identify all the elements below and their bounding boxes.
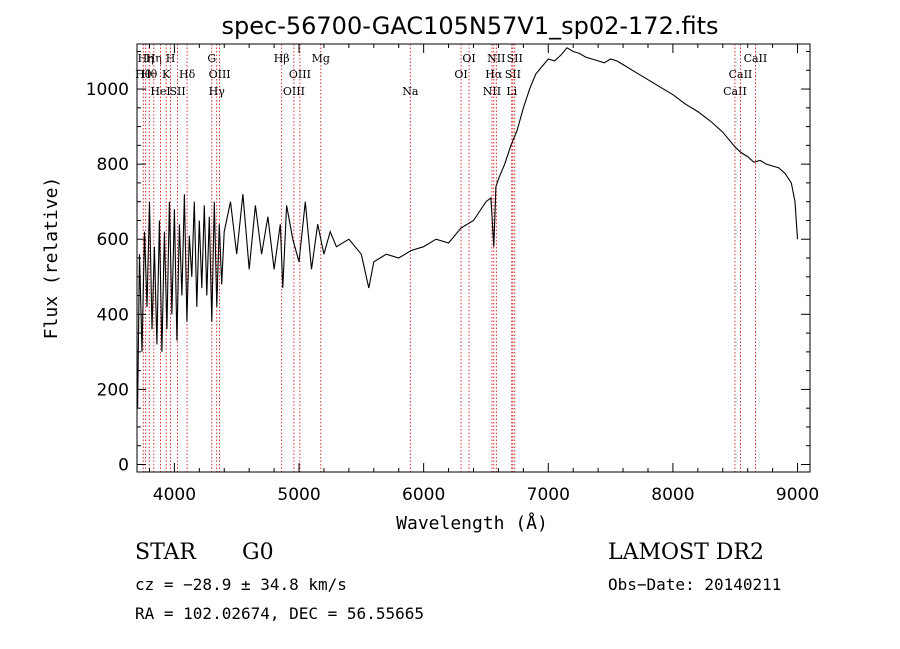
spectral-line-label: CaII [744, 52, 768, 65]
y-tick-label: 600 [97, 230, 129, 250]
sky-coordinates: RA = 102.02674, DEC = 56.55665 [135, 604, 424, 623]
y-tick-label: 1000 [86, 80, 129, 100]
spectral-line-label: K [162, 68, 171, 81]
y-tick-label: 200 [97, 380, 129, 400]
spectral-line-label: OI [454, 68, 467, 81]
y-axis-label: Flux (relative) [41, 177, 62, 340]
spectral-line-label: OIII [283, 85, 305, 98]
y-tick-label: 800 [97, 155, 129, 175]
spectral-line-label: Hη [146, 52, 162, 65]
object-class: STAR [135, 540, 196, 565]
x-tick-label: 8000 [651, 485, 694, 505]
x-tick-label: 7000 [527, 485, 570, 505]
x-tick-label: 5000 [277, 485, 320, 505]
spectral-line-label: Na [402, 85, 419, 98]
spectral-line-label: Li [506, 85, 517, 98]
redshift-velocity: cz = −28.9 ± 34.8 km/s [135, 575, 347, 594]
spectral-line-label: NII [483, 85, 501, 98]
spectral-line-label: Hα [485, 68, 503, 81]
x-axis-label: Wavelength (Å) [396, 512, 548, 534]
spectrum-chart: spec-56700-GAC105N57V1_sp02-172.fits HθH… [41, 12, 819, 534]
spectral-line-label: Mg [312, 52, 330, 65]
x-tick-label: 4000 [153, 485, 196, 505]
spectral-line-label: Hθ [135, 68, 152, 81]
spectral-line-label: OIII [209, 68, 231, 81]
y-tick-label: 0 [118, 455, 129, 475]
axis-ticks: 4000 5000 6000 7000 8000 9000 0 200 400 600 800 100… [86, 44, 819, 505]
spectral-line-label: Hδ [179, 68, 196, 81]
spectral-line-label: H [166, 52, 176, 65]
spectral-line-label: SII [170, 85, 186, 98]
spectral-line-label: Hγ [209, 85, 226, 98]
plot-frame [136, 43, 811, 473]
survey-name: LAMOST DR2 [608, 540, 764, 565]
spectral-line-label: G [207, 52, 216, 65]
spectral-line-label: Hβ [274, 52, 290, 65]
spectral-line-label: SII [505, 68, 521, 81]
spectral-line-label: OIII [289, 68, 311, 81]
x-tick-label: 6000 [402, 485, 445, 505]
spectral-line-label: SII [507, 52, 523, 65]
spectrum-line [137, 47, 799, 409]
x-tick-label: 9000 [776, 485, 819, 505]
spectral-line-label: CaII [729, 68, 753, 81]
spectral-line-label: HeI [150, 85, 170, 98]
spectral-line-label: OI [462, 52, 475, 65]
spectral-line-label: CaII [723, 85, 747, 98]
observation-date: Obs−Date: 20140211 [608, 575, 782, 594]
spectral-line-label: Hθ [141, 68, 158, 81]
spectral-line-markers: HθHηHθHηHeIKHSIIHδGHγOIIIHβOIIIOIIIMgNaO… [135, 44, 767, 472]
spectral-line-label: Hη [138, 52, 154, 65]
y-tick-label: 400 [97, 305, 129, 325]
spectral-line-label: NII [487, 52, 505, 65]
chart-title: spec-56700-GAC105N57V1_sp02-172.fits [222, 12, 719, 40]
object-subclass: G0 [242, 540, 274, 565]
